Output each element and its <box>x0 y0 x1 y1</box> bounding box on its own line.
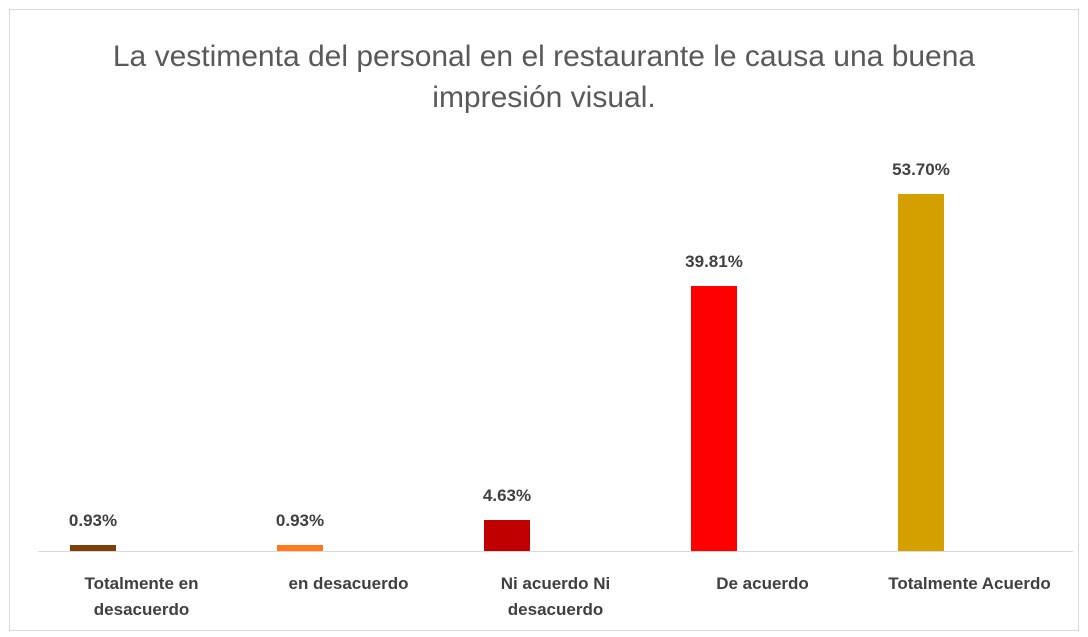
x-tick-label: Totalmente en desacuerdo <box>84 574 199 619</box>
baseline <box>38 551 1073 552</box>
bar <box>691 286 737 551</box>
data-label: 0.93% <box>275 510 325 530</box>
x-tick-label: en desacuerdo <box>288 574 409 593</box>
chart-frame <box>9 9 1079 631</box>
chart-title: La vestimenta del personal en el restaur… <box>112 40 976 114</box>
x-tick-label: De acuerdo <box>716 574 809 593</box>
bar <box>277 544 323 551</box>
x-tick-label: Totalmente Acuerdo <box>888 574 1051 593</box>
bar <box>70 544 116 551</box>
bar <box>484 520 530 551</box>
data-label: 4.63% <box>482 486 532 506</box>
data-label: 0.93% <box>68 510 118 530</box>
data-label: 39.81% <box>685 252 743 272</box>
bar <box>898 193 944 551</box>
data-label: 53.70% <box>892 159 950 179</box>
x-tick-label: Ni acuerdo Ni desacuerdo <box>500 574 611 619</box>
